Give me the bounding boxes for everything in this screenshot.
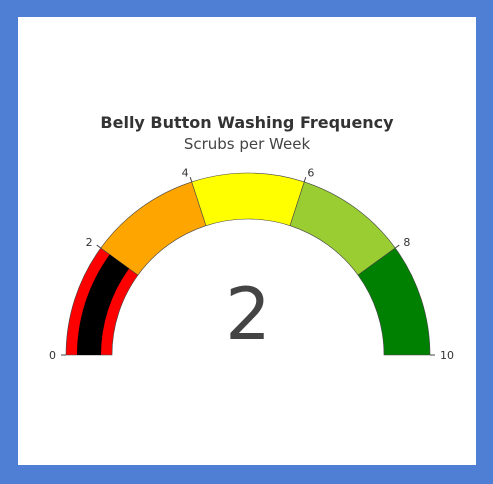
gauge-tick-label-4: 8 bbox=[403, 236, 410, 249]
gauge-value-bar bbox=[77, 254, 130, 355]
gauge-tick-2 bbox=[189, 176, 193, 183]
chart-title: Belly Button Washing Frequency bbox=[100, 113, 394, 132]
gauge-value-label: 2 bbox=[225, 272, 271, 356]
gauge-chart: 0 2 4 6 8 10 2 bbox=[49, 166, 454, 362]
gauge-value-bar-group bbox=[77, 254, 130, 355]
gauge-tick-label-5: 10 bbox=[440, 349, 454, 362]
gauge-tick-3 bbox=[303, 176, 307, 183]
gauge-tick-4 bbox=[394, 244, 400, 249]
gauge-tick-1 bbox=[96, 244, 102, 249]
chart-subtitle: Scrubs per Week bbox=[183, 135, 311, 153]
gauge-band-2 bbox=[191, 172, 305, 227]
gauge-tick-label-0: 0 bbox=[49, 349, 56, 362]
gauge-tick-label-2: 4 bbox=[182, 166, 189, 179]
gauge-tick-label-1: 2 bbox=[86, 236, 93, 249]
gauge-tick-label-3: 6 bbox=[307, 166, 314, 179]
gauge-ticks: 0 2 4 6 8 10 bbox=[49, 166, 454, 362]
gauge-card: Belly Button Washing Frequency Scrubs pe… bbox=[18, 17, 476, 465]
